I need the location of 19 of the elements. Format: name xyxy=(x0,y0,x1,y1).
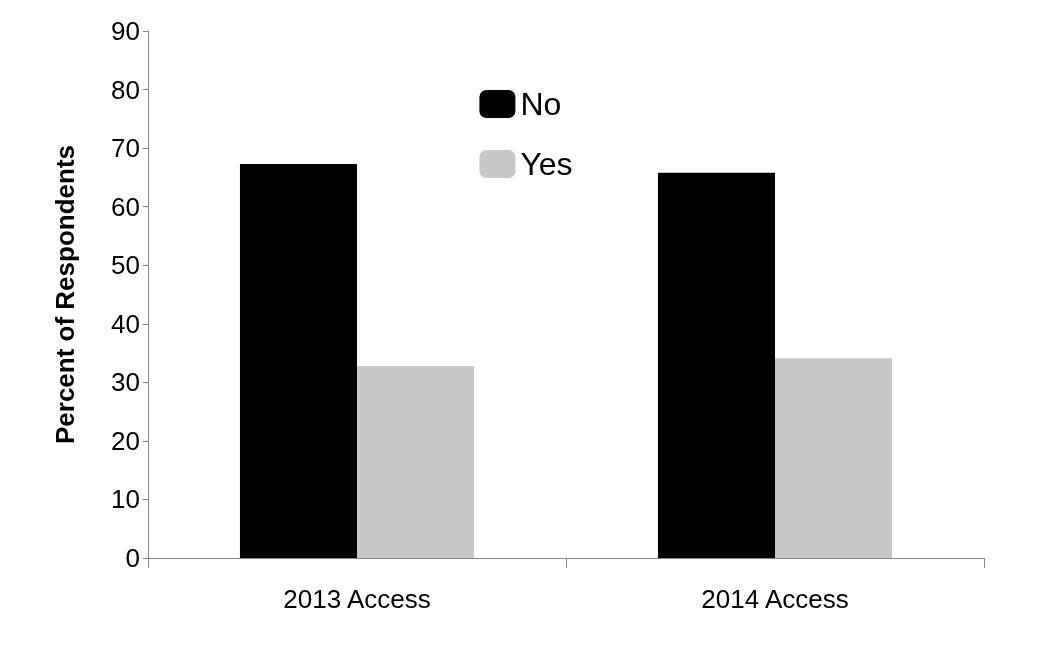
bar xyxy=(775,358,893,558)
y-tick-label: 60 xyxy=(111,191,140,222)
legend-label: No xyxy=(520,86,562,122)
x-tick-label: 2013 Access xyxy=(283,584,431,614)
y-tick-label: 10 xyxy=(111,484,140,515)
bar xyxy=(239,163,357,558)
y-tick-label: 80 xyxy=(111,74,140,105)
y-tick-label: 20 xyxy=(111,425,140,456)
y-tick-label: 70 xyxy=(111,133,140,164)
legend-label: Yes xyxy=(520,146,573,182)
y-tick-label: 40 xyxy=(111,308,140,339)
y-axis-title: Percent of Respondents xyxy=(50,144,80,445)
y-tick-label: 90 xyxy=(111,16,140,46)
y-tick-label: 30 xyxy=(111,367,140,398)
y-tick-label: 50 xyxy=(111,250,140,281)
bar xyxy=(657,172,775,558)
bar xyxy=(357,365,475,558)
y-tick-label: 0 xyxy=(125,543,140,573)
x-tick-label: 2014 Access xyxy=(701,584,849,614)
